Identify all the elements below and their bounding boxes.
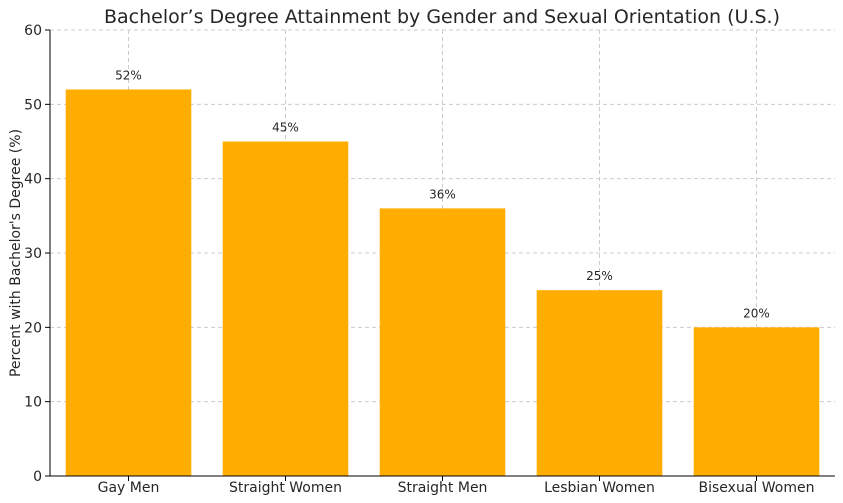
- x-tick-label: Gay Men: [98, 480, 160, 496]
- y-axis-label: Percent with Bachelor's Degree (%): [8, 129, 24, 377]
- axes: 0 10 20 30 40 50 60 Gay Men Straight Women Straig…: [24, 23, 835, 496]
- x-tick-label: Lesbian Women: [544, 480, 655, 496]
- y-tick-label: 20: [24, 320, 42, 336]
- bar: [693, 327, 820, 476]
- data-labels: 52% 45% 36% 25% 20%: [115, 68, 770, 320]
- y-tick-label: 10: [24, 395, 42, 411]
- bar-data-label: 20%: [743, 306, 770, 320]
- bar-data-label: 45%: [272, 121, 299, 135]
- y-tick-label: 40: [24, 172, 42, 188]
- bar: [222, 141, 349, 476]
- y-tick-label: 60: [24, 23, 42, 39]
- y-tick-label: 0: [33, 469, 42, 485]
- x-tick-label: Bisexual Women: [699, 480, 815, 496]
- y-tick-label: 50: [24, 97, 42, 113]
- bar: [65, 89, 192, 476]
- bar-data-label: 25%: [586, 269, 613, 283]
- chart-title: Bachelor’s Degree Attainment by Gender a…: [104, 6, 780, 28]
- y-tick-label: 30: [24, 246, 42, 262]
- bar: [536, 290, 663, 476]
- bar-data-label: 36%: [429, 187, 456, 201]
- x-tick-label: Straight Women: [229, 480, 342, 496]
- bar: [379, 208, 506, 476]
- bar-data-label: 52%: [115, 68, 142, 82]
- bars: [65, 89, 820, 476]
- x-tick-label: Straight Men: [398, 480, 488, 496]
